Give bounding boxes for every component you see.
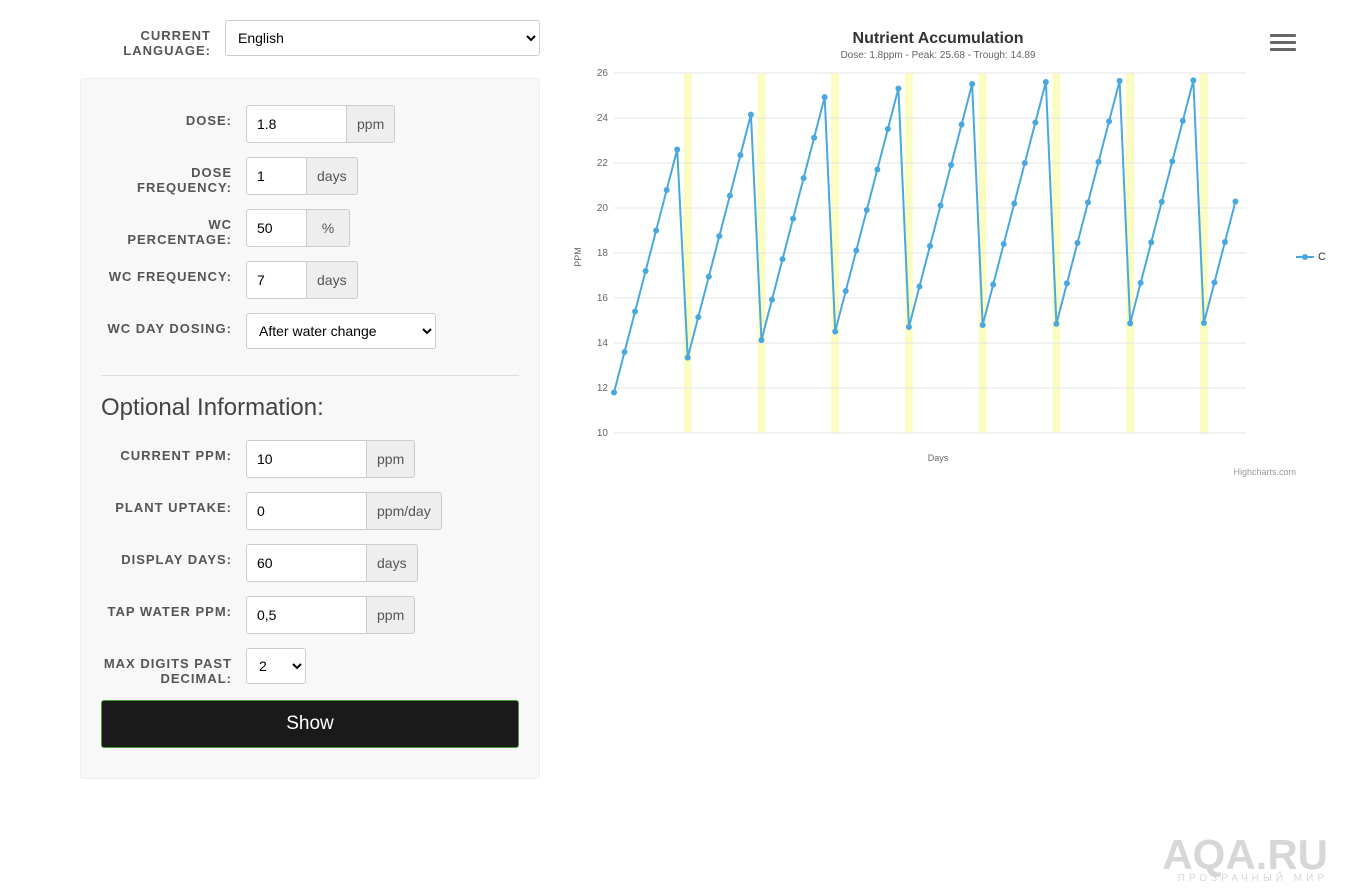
- dose-label: DOSE:: [101, 105, 246, 128]
- max-digits-label: MAX DIGITS PAST DECIMAL:: [101, 648, 246, 686]
- chart-plot: 10 12 14 16 18 20 22 24 26: [580, 67, 1296, 447]
- svg-text:12: 12: [597, 383, 609, 394]
- svg-text:10: 10: [597, 428, 609, 439]
- current-ppm-label: CURRENT PPM:: [101, 440, 246, 463]
- max-digits-select[interactable]: 2: [246, 648, 306, 684]
- optional-section-title: Optional Information:: [101, 394, 519, 422]
- chart-container: Nutrient Accumulation Dose: 1.8ppm - Pea…: [580, 20, 1296, 779]
- display-days-unit: days: [366, 544, 418, 582]
- plant-uptake-label: PLANT UPTAKE:: [101, 492, 246, 515]
- chart-x-label: Days: [580, 453, 1296, 463]
- tap-water-ppm-input[interactable]: [246, 596, 366, 634]
- watermark-big: AQA.RU: [1162, 834, 1328, 876]
- tap-water-ppm-unit: ppm: [366, 596, 415, 634]
- chart-legend[interactable]: C: [1296, 251, 1326, 263]
- dose-input[interactable]: [246, 105, 346, 143]
- chart-title: Nutrient Accumulation: [580, 30, 1296, 48]
- form-panel: DOSE: ppm DOSE FREQUENCY: days WC PERCEN…: [80, 78, 540, 779]
- svg-text:18: 18: [597, 248, 609, 259]
- watermark: AQA.RU ПРОЗРАЧНЫЙ МИР: [1162, 834, 1328, 884]
- tap-water-ppm-label: TAP WATER PPM:: [101, 596, 246, 619]
- svg-text:26: 26: [597, 68, 609, 79]
- wc-pct-unit: %: [306, 209, 350, 247]
- show-button[interactable]: Show: [101, 700, 519, 748]
- form-panel-container: CURRENT LANGUAGE: English DOSE: ppm D: [80, 20, 540, 779]
- language-select[interactable]: English: [225, 20, 540, 56]
- svg-text:20: 20: [597, 203, 609, 214]
- chart-subtitle: Dose: 1.8ppm - Peak: 25.68 - Trough: 14.…: [580, 50, 1296, 61]
- dose-unit: ppm: [346, 105, 395, 143]
- wc-freq-label: WC FREQUENCY:: [101, 261, 246, 284]
- svg-text:16: 16: [597, 293, 609, 304]
- wc-freq-unit: days: [306, 261, 358, 299]
- language-label: CURRENT LANGUAGE:: [80, 20, 225, 58]
- svg-text:14: 14: [597, 338, 609, 349]
- chart-credits: Highcharts.com: [1233, 467, 1296, 477]
- wc-pct-label: WC PERCENTAGE:: [101, 209, 246, 247]
- display-days-label: DISPLAY DAYS:: [101, 544, 246, 567]
- dose-freq-label: DOSE FREQUENCY:: [101, 157, 246, 195]
- display-days-input[interactable]: [246, 544, 366, 582]
- current-ppm-input[interactable]: [246, 440, 366, 478]
- watermark-small: ПРОЗРАЧНЫЙ МИР: [1162, 874, 1328, 884]
- dose-freq-input[interactable]: [246, 157, 306, 195]
- wc-pct-input[interactable]: [246, 209, 306, 247]
- plant-uptake-unit: ppm/day: [366, 492, 442, 530]
- legend-label: C: [1318, 251, 1326, 263]
- svg-text:24: 24: [597, 113, 609, 124]
- svg-text:22: 22: [597, 158, 609, 169]
- wc-day-dosing-select[interactable]: After water change: [246, 313, 436, 349]
- wc-freq-input[interactable]: [246, 261, 306, 299]
- plant-uptake-input[interactable]: [246, 492, 366, 530]
- dose-freq-unit: days: [306, 157, 358, 195]
- current-ppm-unit: ppm: [366, 440, 415, 478]
- legend-line-icon: [1296, 256, 1314, 258]
- wc-day-dosing-label: WC DAY DOSING:: [101, 313, 246, 336]
- chart-y-label: PPM: [573, 247, 583, 267]
